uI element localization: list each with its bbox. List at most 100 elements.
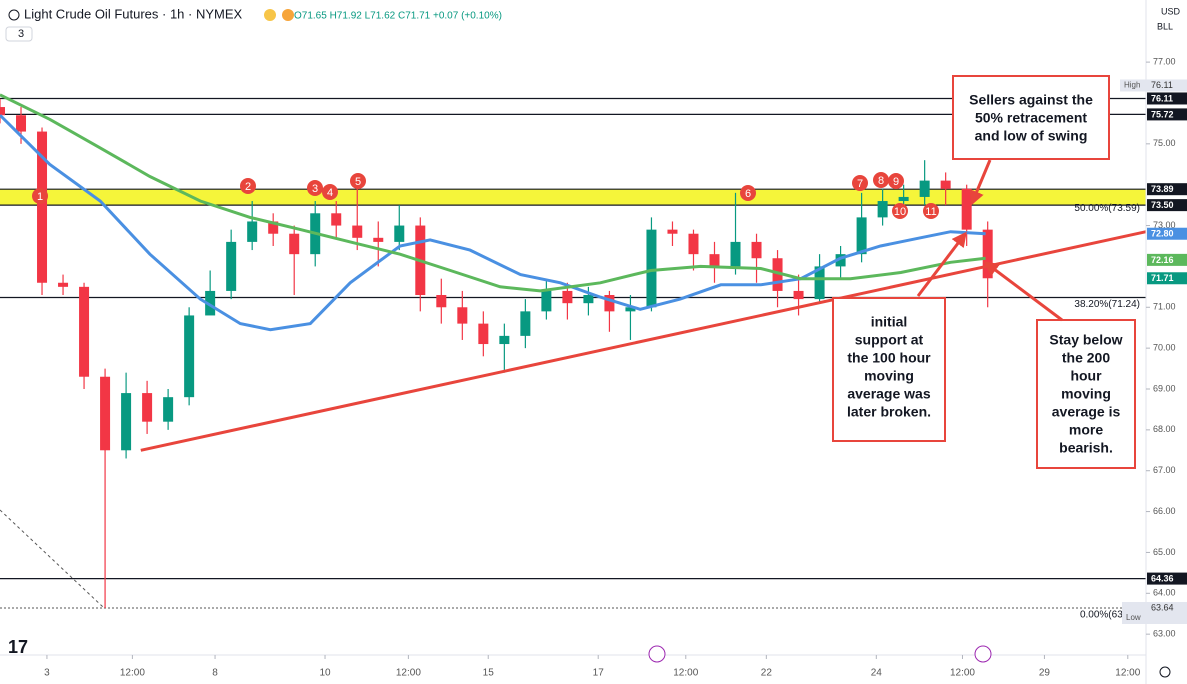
price-label: 71.71 — [1151, 273, 1174, 283]
arrow — [983, 261, 1063, 322]
x-tick-label: 15 — [483, 668, 495, 679]
candle-body — [877, 201, 888, 218]
price-label-bg — [1147, 92, 1187, 105]
line-series — [140, 230, 1147, 452]
y-tick-label: 77.00 — [1153, 56, 1176, 66]
event-icon[interactable] — [648, 645, 666, 663]
x-tick-label: 8 — [212, 668, 218, 679]
status-icon — [282, 9, 294, 21]
arrow — [969, 159, 992, 206]
price-label: 76.11 — [1151, 93, 1173, 103]
annotation-text: the 200 — [1062, 350, 1110, 366]
candle-body — [289, 233, 300, 255]
candle-body — [709, 254, 720, 267]
candle-body — [373, 237, 384, 242]
candle-body — [583, 295, 594, 304]
marker — [873, 172, 889, 188]
indicator-toggle[interactable] — [5, 26, 33, 42]
price-label-bg — [1147, 227, 1187, 240]
x-tick-label: 12:00 — [950, 668, 975, 679]
candle-body — [625, 307, 636, 312]
price-label: 73.50 — [1151, 200, 1174, 210]
symbol-title: Light Crude Oil Futures · 1h · NYMEX — [24, 6, 243, 21]
arrow — [916, 231, 967, 297]
x-tick-label: 12:00 — [673, 668, 698, 679]
logo: 17 — [8, 637, 28, 657]
marker-label: 10 — [894, 206, 906, 218]
unit: BLL — [1157, 21, 1173, 31]
candle-body — [16, 115, 27, 132]
low-label: 63.64 — [1151, 602, 1174, 612]
x-tick-label: 29 — [1039, 668, 1051, 679]
x-tick-label: 12:00 — [120, 668, 145, 679]
settings-icon[interactable] — [1159, 666, 1171, 678]
high-label: 76.11 — [1151, 80, 1173, 90]
candle-body — [898, 196, 909, 202]
marker — [240, 178, 256, 194]
candle-body — [457, 307, 468, 324]
price-label-bg — [1147, 272, 1187, 285]
annotation-text: 50% retracement — [975, 110, 1087, 126]
candle-body — [604, 295, 615, 312]
price-label-bg — [1147, 199, 1187, 212]
y-tick-label: 70.00 — [1153, 343, 1176, 353]
marker — [307, 180, 323, 196]
price-label: 72.16 — [1151, 255, 1174, 265]
candle-body — [667, 229, 678, 234]
x-tick-label: 12:00 — [396, 668, 421, 679]
marker-label: 11 — [925, 206, 936, 218]
x-tick-label: 22 — [761, 668, 773, 679]
fib-label: 0.00%(63.64) — [1080, 610, 1140, 621]
y-tick-label: 71.00 — [1153, 302, 1176, 312]
marker — [852, 175, 868, 191]
candle-body — [79, 286, 90, 377]
marker-label: 9 — [893, 176, 899, 188]
annotation-text: hour — [1070, 368, 1102, 384]
x-tick-label: 24 — [871, 668, 883, 679]
marker — [923, 203, 939, 219]
marker — [892, 203, 908, 219]
annotation-text: bearish. — [1059, 440, 1113, 456]
candle-body — [436, 295, 447, 308]
candle-body — [646, 229, 657, 308]
plot-area: 50.00%(73.59) 38.20%(71.24) 0.00%(63.64) 1 2… — [0, 93, 1147, 621]
marker-label: 3 — [312, 183, 318, 195]
candle-body — [982, 229, 993, 279]
candle-body — [268, 221, 279, 234]
line-series — [0, 93, 986, 293]
candle-body — [961, 188, 972, 230]
annotation-text: initial — [871, 314, 908, 330]
annotation-text: the 100 hour — [847, 350, 931, 366]
x-tick-label: 17 — [593, 668, 605, 679]
candle-body — [814, 266, 825, 300]
x-tick-label: 12:00 — [1115, 668, 1140, 679]
candle-body — [730, 241, 741, 267]
candle-body — [541, 290, 552, 312]
symbol-icon — [8, 9, 20, 21]
candle-body — [205, 290, 216, 316]
y-tick-label: 64.00 — [1153, 588, 1176, 598]
currency-icon — [264, 9, 276, 21]
annotation-text: moving — [864, 368, 914, 384]
indicator-count[interactable]: 3 — [18, 28, 24, 40]
price-label-bg — [1147, 183, 1187, 196]
price-label: 72.80 — [1151, 229, 1174, 239]
candle-body — [562, 290, 573, 304]
annotations — [832, 75, 1136, 469]
marker — [32, 188, 48, 204]
candle-body — [352, 225, 363, 238]
candle-body — [184, 315, 195, 398]
y-tick-label: 63.00 — [1153, 629, 1176, 639]
event-icon[interactable] — [974, 645, 992, 663]
annotation-text: more — [1069, 422, 1103, 438]
candle-body — [499, 335, 510, 345]
y-tick-label: 75.00 — [1153, 138, 1176, 148]
marker-label: 6 — [745, 188, 751, 200]
x-tick-label: 3 — [44, 668, 50, 679]
candle-body — [100, 376, 111, 451]
candle-body — [520, 311, 531, 336]
annotation-text: average was — [847, 386, 930, 402]
marker — [740, 185, 756, 201]
low-label-name: Low — [1126, 613, 1141, 622]
candle-body — [163, 397, 174, 422]
